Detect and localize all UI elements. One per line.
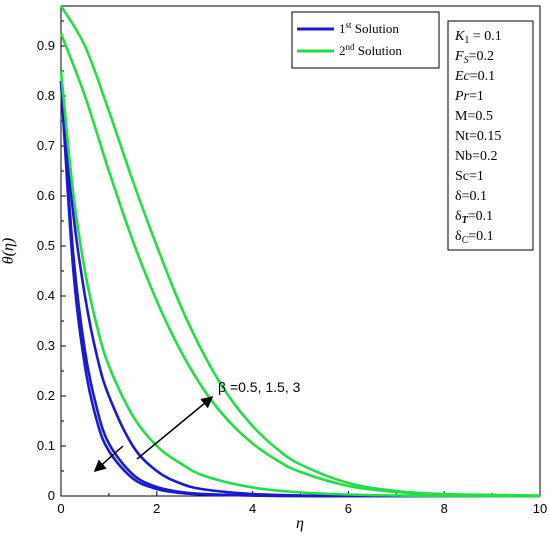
- y-tick-label: 0.4: [37, 288, 55, 303]
- param-pr: Pr=1: [454, 89, 484, 104]
- y-tick-label: 0.2: [37, 388, 55, 403]
- legend-label-1st-solution: 1st Solution: [339, 20, 399, 36]
- y-tick-label: 0.3: [37, 338, 55, 353]
- param-delta-t: δT=0.1: [455, 209, 493, 226]
- parameter-box-frame: [447, 20, 534, 251]
- series-line-second-solution-beta-0_5: [59, 70, 541, 498]
- y-tick-label: 0.6: [37, 188, 55, 203]
- beta-annotation-label: β =0.5, 1.5, 3: [218, 379, 301, 395]
- param-ec: Ec=0.1: [454, 69, 495, 84]
- param-k1: K1 = 0.1: [454, 29, 502, 46]
- x-tick-label: 6: [345, 501, 352, 516]
- beta-annotation: β =0.5, 1.5, 3: [93, 379, 301, 472]
- legend-label-2nd-solution: 2nd Solution: [339, 42, 402, 58]
- legend-box: [291, 11, 440, 69]
- param-delta-c: δC=0.1: [455, 229, 494, 246]
- series-layer: [59, 5, 541, 498]
- x-axis-title: η: [296, 515, 304, 532]
- param-delta: δ=0.1: [455, 189, 487, 204]
- param-nb: Nb=0.2: [455, 149, 498, 164]
- param-fs: FS=0.2: [454, 49, 494, 66]
- x-tick-label: 4: [249, 501, 256, 516]
- y-axis-title: θ(η): [0, 238, 17, 264]
- y-tick-label: 0.7: [37, 138, 55, 153]
- y-tick-label: 0.8: [37, 88, 55, 103]
- parameter-box: K1 = 0.1 FS=0.2 Ec=0.1 Pr=1 M=0.5 Nt=0.1…: [447, 20, 534, 251]
- beta-arrow-up: [136, 396, 214, 460]
- series-line-second-solution-beta-3: [59, 5, 541, 497]
- series-line-first-solution-beta-3: [59, 80, 540, 498]
- y-tick-label: 0.9: [37, 38, 55, 53]
- legend: 1st Solution 2nd Solution: [291, 11, 440, 69]
- y-tick-label: 0: [48, 488, 55, 503]
- x-tick-label: 10: [533, 501, 547, 516]
- param-sc: Sc=1: [455, 169, 484, 184]
- x-tick-label: 2: [153, 501, 160, 516]
- param-nt: Nt=0.15: [455, 129, 501, 144]
- y-tick-label: 0.1: [37, 438, 55, 453]
- x-tick-label: 8: [441, 501, 448, 516]
- axes-layer: 0 2 4 6 8 10 0 0.1 0.2 0.3 0.4 0.5 0.6 0.7 0.8 0.9: [37, 20, 547, 516]
- x-tick-label: 0: [57, 501, 64, 516]
- y-tick-label: 0.5: [37, 238, 55, 253]
- beta-arrow-down: [93, 445, 124, 472]
- param-m: M=0.5: [455, 109, 493, 124]
